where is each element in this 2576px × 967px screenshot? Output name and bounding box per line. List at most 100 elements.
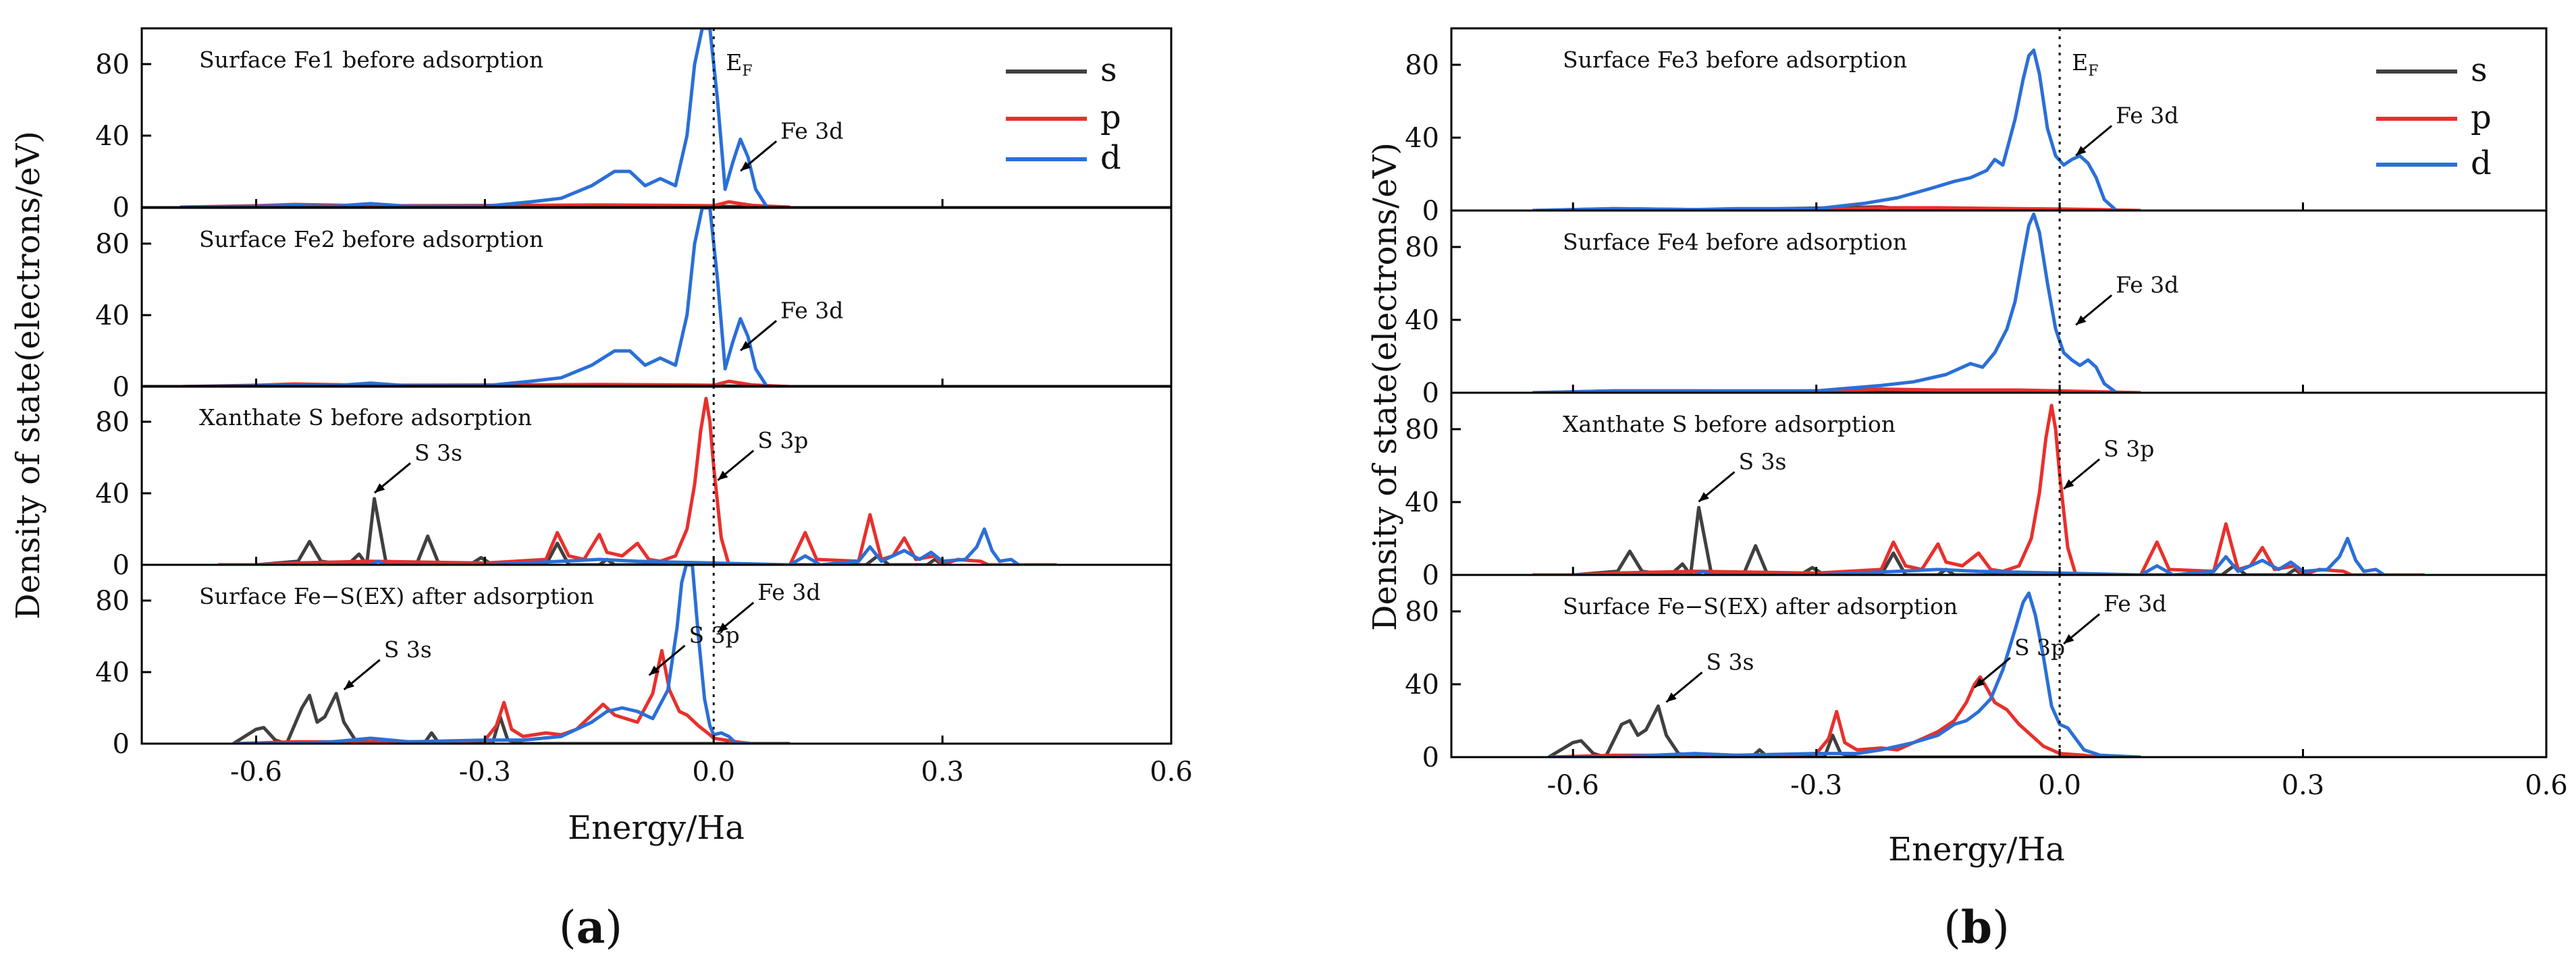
arrow-head (1974, 678, 1985, 688)
panel-1: 0 40 80 Surface Fe1 before adsorption Fe 3d (95, 27, 1173, 223)
x-axis-label: Energy/Ha (568, 809, 745, 847)
panel-title: Surface Fe−S(EX) after adsorption (199, 583, 594, 609)
y-tick-label: 80 (1405, 50, 1439, 81)
arrow-head (1698, 492, 1709, 502)
fermi-level-label: EF (726, 49, 752, 80)
arrow-head (2076, 146, 2087, 156)
panel-2: 0 40 80 Surface Fe4 before adsorption Fe 3d (1405, 209, 2548, 409)
x-tick-label: -0.6 (1547, 770, 1599, 801)
figure-caption-close: ) (1992, 902, 2010, 954)
s-orbital-curve (1572, 505, 2304, 575)
x-tick-label: -0.3 (1790, 770, 1842, 801)
y-axis-label: Density of state(electrons/eV) (9, 131, 47, 619)
x-tick-label: 0.6 (1150, 756, 1193, 788)
p-orbital-curve (218, 397, 1057, 565)
panel-2: 0 40 80 Surface Fe2 before adsorption Fe 3d (95, 206, 1173, 403)
panel-title: Surface Fe1 before adsorption (199, 47, 543, 73)
d-orbital-curve (1549, 591, 2141, 757)
arrow-head (2076, 315, 2087, 325)
fermi-level-label: EF (2072, 49, 2098, 80)
curves (1547, 591, 2141, 757)
y-tick-label: 0 (1422, 560, 1439, 591)
y-axis-label: Density of state(electrons/eV) (1366, 142, 1404, 631)
annotation-label: S 3p (757, 427, 808, 453)
panel-title: Surface Fe−S(EX) after adsorption (1563, 593, 1958, 619)
legend-label-s: s (1100, 51, 1117, 89)
panel-title: Xanthate S before adsorption (1563, 411, 1896, 437)
p-orbital-curve (1532, 404, 2425, 575)
y-tick-label: 0 (113, 550, 130, 581)
legend-label-p: p (1100, 99, 1121, 136)
x-tick-label: 0.6 (2525, 770, 2568, 801)
annotation-label: Fe 3d (2103, 590, 2166, 617)
x-axis-label: Energy/Ha (1888, 831, 2065, 868)
y-tick-label: 0 (113, 372, 130, 403)
y-tick-label: 0 (113, 729, 130, 760)
panel-frame (140, 563, 1173, 745)
d-orbital-curve (233, 565, 752, 744)
y-tick-label: 40 (1405, 123, 1439, 154)
d-orbital-curve (1532, 48, 2118, 211)
annotation-label: S 3p (2014, 634, 2065, 661)
panel-title: Surface Fe4 before adsorption (1563, 229, 1907, 255)
arrow-head (741, 161, 751, 171)
arrow-head (718, 622, 728, 632)
y-tick-label: 40 (95, 657, 130, 688)
arrow-head (374, 483, 385, 493)
d-orbital-curve (180, 208, 769, 387)
x-tick-label: 0.3 (921, 756, 964, 788)
figure-caption-close: ) (605, 902, 622, 954)
y-tick-label: 0 (113, 192, 130, 223)
legend-label-d: d (2471, 144, 2492, 182)
y-tick-label: 40 (95, 121, 130, 152)
arrow-head (741, 341, 751, 351)
panel-title: Surface Fe3 before adsorption (1563, 47, 1907, 73)
x-tick-label: -0.3 (459, 756, 511, 788)
arrow-head (2064, 634, 2074, 644)
legend-label-d: d (1100, 139, 1121, 177)
panel-1: 0 40 80 Surface Fe3 before adsorption Fe 3d (1405, 27, 2548, 227)
s-orbital-curve (256, 497, 944, 565)
p-orbital-curve (1549, 675, 2101, 757)
panel-3: 0 40 80 Xanthate S before adsorption S 3s S 3… (95, 385, 1173, 581)
x-tick-label: -0.6 (230, 756, 282, 788)
y-tick-label: 40 (95, 478, 130, 509)
y-tick-label: 80 (95, 49, 130, 80)
y-tick-label: 80 (1405, 597, 1439, 628)
panel-4: 0 40 80 Surface Fe−S(EX) after adsorption S … (95, 563, 1173, 760)
legend-label-s: s (2471, 51, 2488, 89)
p-orbital-curve (233, 648, 752, 744)
arrow-head (1666, 692, 1677, 702)
panel-frame (1450, 574, 2548, 758)
y-tick-label: 80 (95, 407, 130, 438)
x-tick-label: 0.3 (2282, 770, 2325, 801)
annotation-label: S 3s (384, 636, 432, 663)
fermi-level-subscript: F (742, 63, 752, 80)
figure-caption-letter: b (1961, 901, 1992, 954)
arrow-head (2064, 479, 2074, 489)
arrow-head (649, 665, 660, 675)
arrow-head (718, 470, 728, 480)
d-orbital-curve (180, 28, 769, 207)
y-tick-label: 0 (1422, 378, 1439, 409)
legend-label-p: p (2471, 99, 2492, 136)
y-tick-label: 40 (1405, 669, 1439, 700)
annotation-label: S 3p (2103, 436, 2154, 462)
annotation-label: S 3s (1738, 448, 1786, 474)
y-tick-label: 80 (95, 586, 130, 617)
y-tick-label: 80 (95, 229, 130, 260)
annotation-label: S 3s (1706, 648, 1754, 675)
figure-caption-letter: a (576, 901, 606, 954)
curves (232, 565, 790, 744)
arrow-head (344, 680, 355, 690)
fermi-level-subscript: F (2088, 63, 2098, 80)
x-tick-label: 0.0 (2038, 770, 2081, 801)
y-tick-label: 80 (1405, 232, 1439, 263)
curves (1532, 48, 2141, 211)
y-tick-label: 0 (1422, 742, 1439, 773)
annotation-label: Fe 3d (2116, 102, 2178, 128)
y-tick-label: 0 (1422, 196, 1439, 227)
panel-3: 0 40 80 Xanthate S before adsorption S 3s S 3… (1405, 391, 2548, 591)
y-tick-label: 40 (95, 300, 130, 331)
